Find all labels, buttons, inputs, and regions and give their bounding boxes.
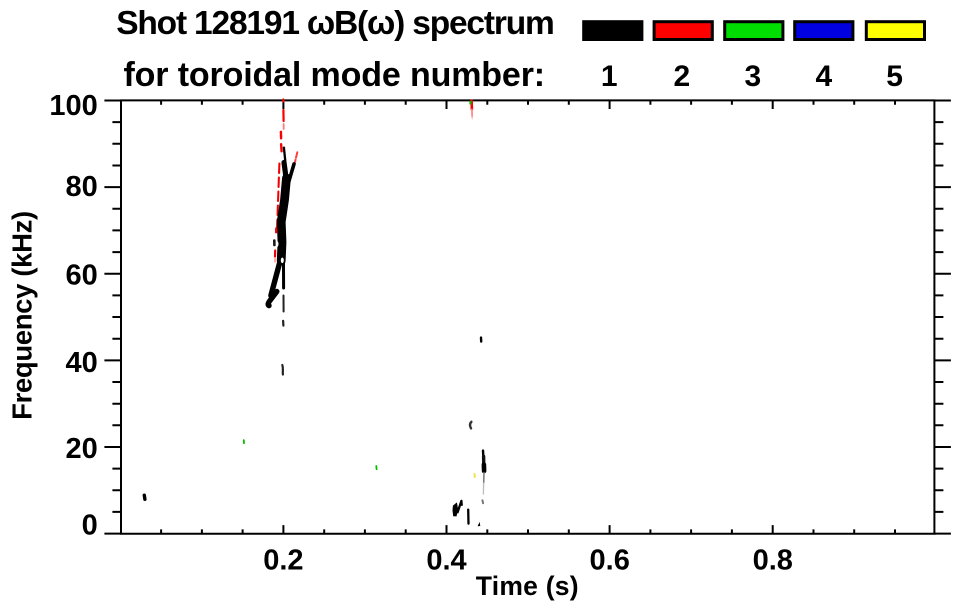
svg-text:0.6: 0.6 — [590, 545, 630, 577]
svg-text:Shot 128191 ωB(ω) spectrum: Shot 128191 ωB(ω) spectrum — [116, 5, 555, 42]
svg-text:0.4: 0.4 — [426, 545, 466, 577]
svg-text:100: 100 — [49, 90, 97, 122]
svg-text:80: 80 — [66, 171, 98, 203]
svg-text:1: 1 — [601, 60, 618, 93]
svg-text:60: 60 — [66, 259, 98, 291]
svg-text:0: 0 — [82, 510, 98, 542]
svg-text:20: 20 — [66, 433, 98, 465]
svg-text:for toroidal mode number:: for toroidal mode number: — [124, 56, 546, 94]
svg-text:Time (s): Time (s) — [476, 571, 579, 601]
svg-text:4: 4 — [816, 60, 833, 93]
svg-text:5: 5 — [886, 60, 903, 93]
svg-text:0.8: 0.8 — [753, 545, 793, 577]
svg-text:Frequency (kHz): Frequency (kHz) — [7, 211, 38, 420]
svg-text:40: 40 — [66, 347, 98, 379]
svg-text:0.2: 0.2 — [263, 545, 303, 577]
svg-text:2: 2 — [674, 60, 691, 93]
svg-text:3: 3 — [744, 60, 761, 93]
